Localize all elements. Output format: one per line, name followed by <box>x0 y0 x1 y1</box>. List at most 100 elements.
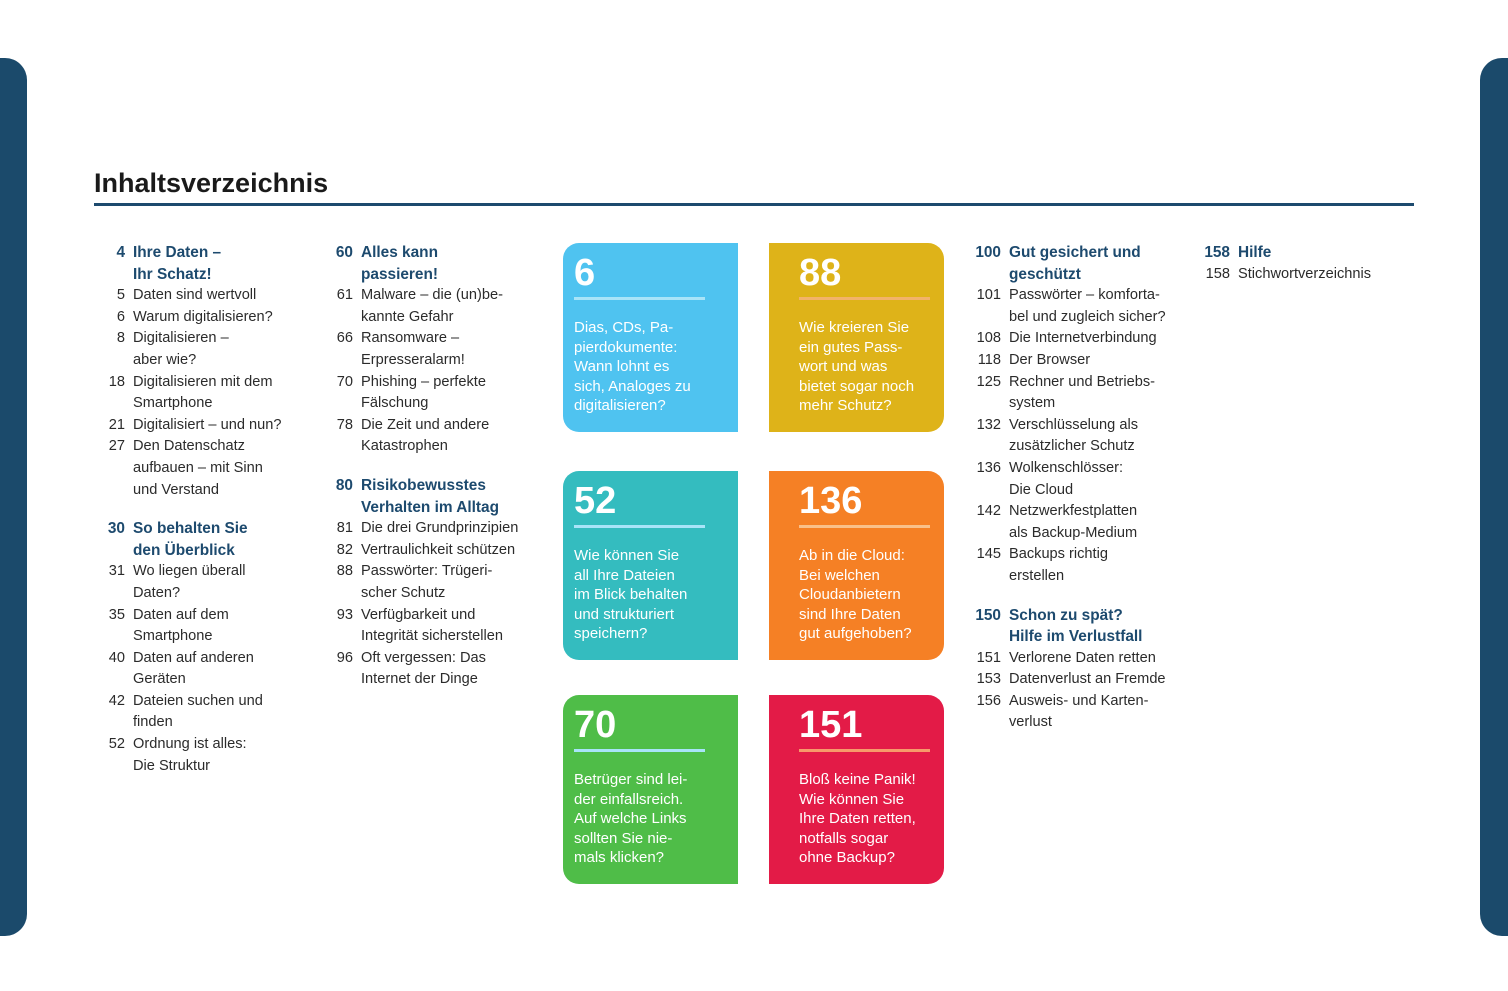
section-heading[interactable]: 150 Schon zu spät? Hilfe im Verlustfall <box>975 605 1190 648</box>
section-page-number: 30 <box>107 520 125 538</box>
toc-entry[interactable]: 42 Dateien suchen und finden <box>99 691 309 734</box>
entry-page-number: 81 <box>336 520 353 537</box>
entry-page-number: 31 <box>108 563 125 580</box>
toc-entry[interactable]: 136 Wolkenschlösser: Die Cloud <box>975 458 1190 501</box>
entry-title: Die Zeit und andere Katastrophen <box>361 416 490 455</box>
toc-section: 100 Gut gesichert und geschützt 101 Passwör… <box>975 242 1190 588</box>
toc-entry[interactable]: 153 Datenverlust an Fremde <box>975 669 1190 691</box>
entry-title: Der Browser <box>1009 351 1091 368</box>
left-page-tab <box>0 58 27 936</box>
toc-entry[interactable]: 35 Daten auf dem Smartphone <box>99 605 309 648</box>
section-heading[interactable]: 80 Risikobewusstes Verhalten im Alltag <box>327 475 542 518</box>
toc-section: 80 Risikobewusstes Verhalten im Alltag 81 D… <box>327 475 542 691</box>
section-page-number: 150 <box>975 606 1001 624</box>
teaser-card-151[interactable]: 151 Bloß keine Panik! Wie können Sie Ihre… <box>769 695 944 884</box>
entry-title: Verlorene Daten retten <box>1009 649 1156 666</box>
toc-entry[interactable]: 52 Ordnung ist alles: Die Struktur <box>99 734 309 777</box>
toc-entry[interactable]: 96 Oft vergessen: Das Internet der Dinge <box>327 648 542 691</box>
toc-entry[interactable]: 18 Digitalisieren mit dem Smartphone <box>99 372 309 415</box>
toc-entry[interactable]: 66 Ransomware – Erpresseralarm! <box>327 328 542 371</box>
entry-title: Die Internetverbindung <box>1009 330 1157 347</box>
entry-page-number: 142 <box>976 503 1001 520</box>
card-page-number: 6 <box>574 252 596 294</box>
toc-entry[interactable]: 21 Digitalisiert – und nun? <box>99 415 309 437</box>
teaser-card-6[interactable]: 6 Dias, CDs, Pa- pierdokumente: Wann lohn… <box>563 243 738 432</box>
section-heading[interactable]: 100 Gut gesichert und geschützt <box>975 242 1190 285</box>
entry-title: Daten auf anderen Geräten <box>133 649 254 688</box>
entry-page-number: 40 <box>108 649 125 666</box>
entry-page-number: 66 <box>336 330 353 347</box>
card-page-number: 70 <box>574 704 617 746</box>
section-page-number: 60 <box>335 244 353 261</box>
card-divider <box>574 525 705 528</box>
right-page-tab <box>1480 58 1508 936</box>
section-page-number: 80 <box>335 476 353 494</box>
card-divider <box>574 749 705 752</box>
toc-entry[interactable]: 40 Daten auf anderen Geräten <box>99 648 309 691</box>
card-text: Ab in die Cloud: Bei welchen Cloudanbiet… <box>799 547 912 642</box>
toc-entry[interactable]: 6 Warum digitalisieren? <box>99 307 309 329</box>
entry-title: Digitalisieren mit dem Smartphone <box>133 373 273 412</box>
entry-title: Digitalisiert – und nun? <box>133 416 282 433</box>
toc-section: 4 Ihre Daten – Ihr Schatz! 5 Daten sind wer… <box>99 242 309 501</box>
section-heading[interactable]: 60 Alles kann passieren! <box>327 242 542 285</box>
entry-title: Passwörter – komforta- bel und zugleich … <box>1009 287 1166 325</box>
entry-page-number: 18 <box>108 373 125 390</box>
toc-entry[interactable]: 78 Die Zeit und andere Katastrophen <box>327 415 542 458</box>
card-text: Wie kreieren Sie ein gutes Pass- wort un… <box>799 319 915 414</box>
entry-title: Ordnung ist alles: Die Struktur <box>133 736 247 774</box>
toc-entry[interactable]: 5 Daten sind wertvoll <box>99 285 309 307</box>
entry-title: Dateien suchen und finden <box>133 692 263 731</box>
entry-title: Datenverlust an Fremde <box>1009 671 1166 688</box>
entry-page-number: 82 <box>336 541 353 558</box>
entry-title: Stichwortverzeichnis <box>1238 265 1372 282</box>
toc-entry[interactable]: 132 Verschlüsselung als zusätzlicher Schu… <box>975 415 1190 458</box>
toc-entry[interactable]: 93 Verfügbarkeit und Integrität sicherste… <box>327 605 542 648</box>
teaser-card-52[interactable]: 52 Wie können Sie all Ihre Dateien im Bli… <box>563 471 738 660</box>
toc-entry[interactable]: 31 Wo liegen überall Daten? <box>99 561 309 604</box>
toc-entry[interactable]: 82 Vertraulichkeit schützen <box>327 540 542 562</box>
toc-entry[interactable]: 151 Verlorene Daten retten <box>975 648 1190 670</box>
section-heading[interactable]: 4 Ihre Daten – Ihr Schatz! <box>99 242 309 285</box>
entry-page-number: 158 <box>1205 265 1230 282</box>
section-heading[interactable]: 30 So behalten Sie den Überblick <box>99 518 309 561</box>
card-text: Betrüger sind lei- der einfallsreich. Au… <box>574 771 688 866</box>
card-page-number: 88 <box>799 252 842 294</box>
toc-entry[interactable]: 145 Backups richtig erstellen <box>975 544 1190 587</box>
toc-entry[interactable]: 101 Passwörter – komforta- bel und zuglei… <box>975 285 1190 328</box>
entry-page-number: 42 <box>108 692 125 709</box>
card-text: Wie können Sie all Ihre Dateien im Blick… <box>574 547 688 642</box>
toc-entry[interactable]: 88 Passwörter: Trügeri- scher Schutz <box>327 561 542 604</box>
toc-entry[interactable]: 27 Den Datenschatz aufbauen – mit Sinn un… <box>99 436 309 501</box>
toc-entry[interactable]: 81 Die drei Grundprinzipien <box>327 518 542 540</box>
entry-page-number: 132 <box>976 416 1001 433</box>
toc-entry[interactable]: 118 Der Browser <box>975 350 1190 372</box>
entry-title: Phishing – perfekte Fälschung <box>361 373 486 412</box>
teaser-card-136[interactable]: 136 Ab in die Cloud: Bei welchen Cloudanb… <box>769 471 944 660</box>
entry-page-number: 70 <box>336 373 353 390</box>
entry-page-number: 156 <box>976 692 1001 709</box>
toc-entry[interactable]: 61 Malware – die (un)be- kannte Gefahr <box>327 285 542 328</box>
entry-page-number: 125 <box>976 373 1001 390</box>
entry-page-number: 136 <box>976 459 1001 476</box>
toc-entry[interactable]: 108 Die Internetverbindung <box>975 328 1190 350</box>
entry-title: Oft vergessen: Das Internet der Dinge <box>361 649 486 688</box>
entry-page-number: 61 <box>336 287 353 304</box>
toc-entry[interactable]: 8 Digitalisieren – aber wie? <box>99 328 309 371</box>
toc-entry[interactable]: 70 Phishing – perfekte Fälschung <box>327 372 542 415</box>
toc-entry[interactable]: 158 Stichwortverzeichnis <box>1204 264 1414 286</box>
section-heading[interactable]: 158 Hilfe <box>1204 242 1414 264</box>
entry-title: Digitalisieren – aber wie? <box>133 330 229 368</box>
title-rule <box>94 203 1414 206</box>
entry-page-number: 101 <box>976 287 1001 304</box>
teaser-card-88[interactable]: 88 Wie kreieren Sie ein gutes Pass- wort … <box>769 243 944 432</box>
toc-column-1: 4 Ihre Daten – Ihr Schatz! 5 Daten sind wer… <box>99 242 309 794</box>
entry-page-number: 27 <box>108 438 125 455</box>
teaser-card-70[interactable]: 70 Betrüger sind lei- der einfallsreich. … <box>563 695 738 884</box>
toc-entry[interactable]: 142 Netzwerkfestplatten als Backup-Medium <box>975 501 1190 544</box>
entry-title: Warum digitalisieren? <box>133 308 273 325</box>
toc-entry[interactable]: 125 Rechner und Betriebs- system <box>975 372 1190 415</box>
toc-entry[interactable]: 156 Ausweis- und Karten- verlust <box>975 691 1190 734</box>
entry-title: Wolkenschlösser: Die Cloud <box>1009 459 1124 498</box>
card-page-number: 52 <box>574 480 617 522</box>
